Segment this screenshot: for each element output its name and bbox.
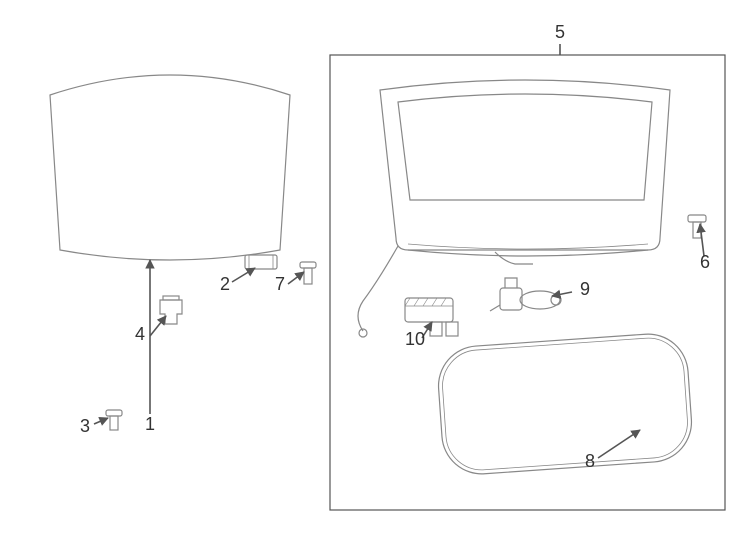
callout-label-8: 8 [585, 451, 595, 471]
part-clip [245, 255, 277, 269]
callout-label-9: 9 [580, 279, 590, 299]
part-seal [436, 331, 694, 476]
callout-label-4: 4 [135, 324, 145, 344]
part-roof-panel [50, 75, 290, 260]
leader-line [288, 272, 304, 284]
callout-label-3: 3 [80, 416, 90, 436]
part-bolt-6 [688, 215, 706, 238]
leader-line [94, 418, 108, 424]
callout-label-1: 1 [145, 414, 155, 434]
callout-label-5: 5 [555, 22, 565, 42]
leader-line [150, 316, 166, 336]
callout-label-2: 2 [220, 274, 230, 294]
part-bolt-3 [106, 410, 122, 430]
callout-label-7: 7 [275, 274, 285, 294]
assembly-group-box [330, 55, 725, 510]
part-motor [490, 278, 561, 311]
part-seal-inner [440, 336, 690, 473]
callout-label-6: 6 [700, 252, 710, 272]
leader-line [232, 268, 255, 282]
callout-label-10: 10 [405, 329, 425, 349]
part-frame-assembly [358, 80, 670, 337]
leader-line [598, 430, 640, 458]
